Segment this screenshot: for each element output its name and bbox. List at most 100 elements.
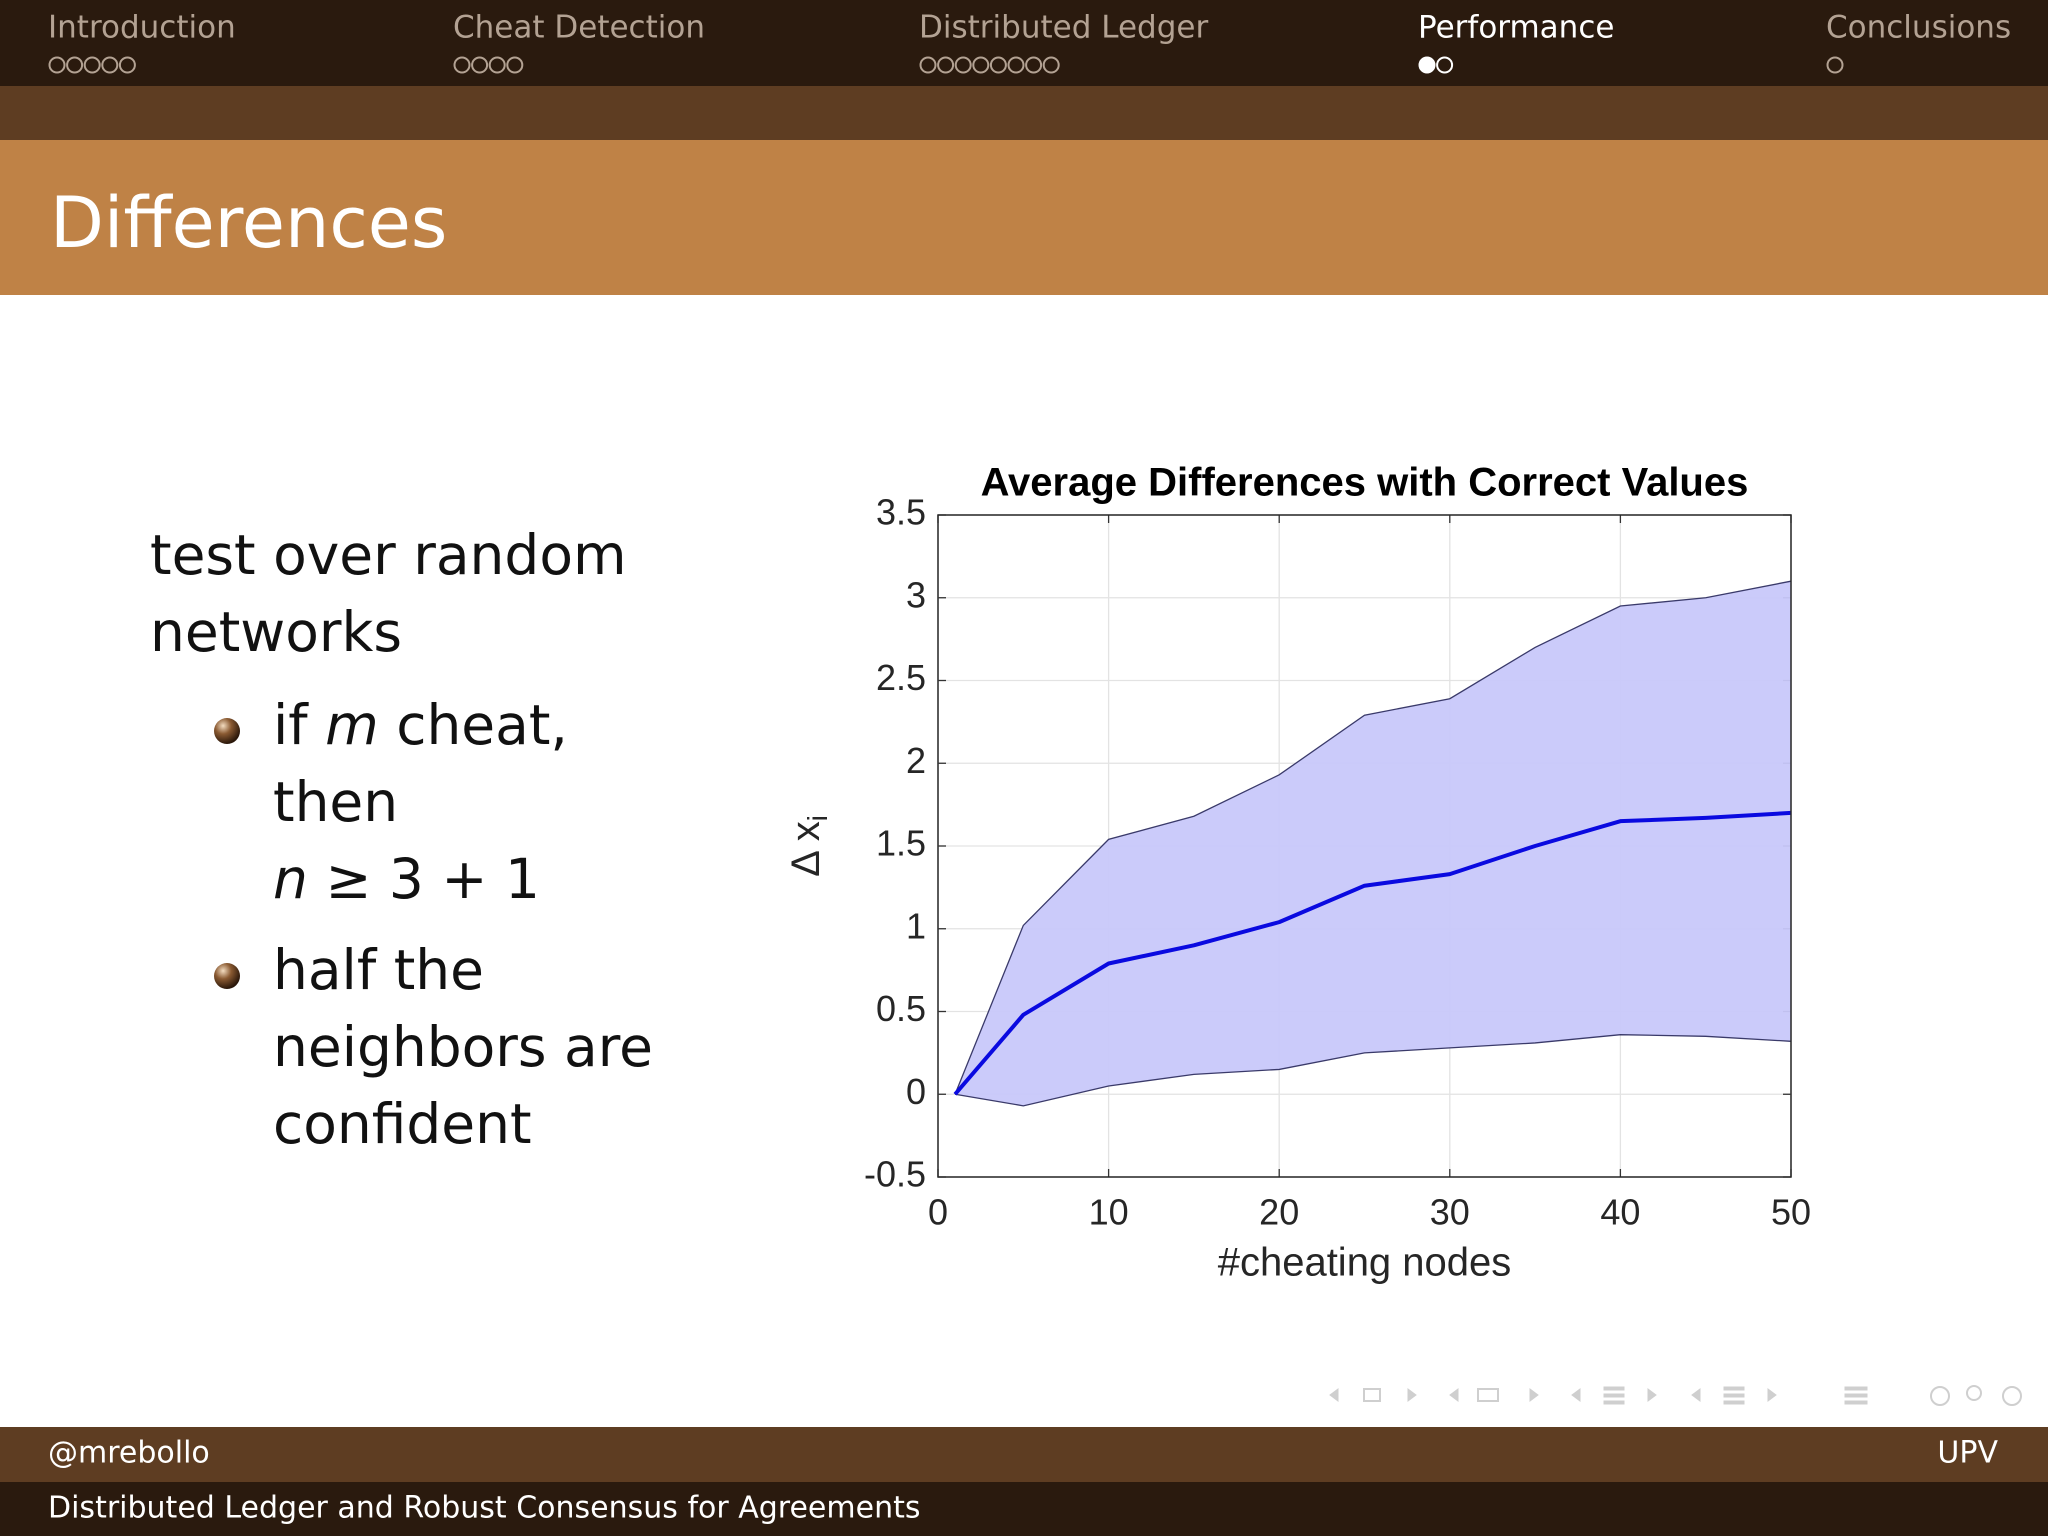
nav-dot[interactable] <box>48 56 66 74</box>
nav-search[interactable] <box>1966 1385 1982 1401</box>
nav-arrow[interactable] <box>1647 1388 1657 1402</box>
footer-author: @mrebollo <box>48 1436 210 1471</box>
slide-title: Differences <box>50 182 447 264</box>
footer-title: Distributed Ledger and Robust Consensus … <box>48 1491 920 1526</box>
x-tick-label: 20 <box>1259 1192 1299 1233</box>
section-nav: Introduction Cheat Detection Distributed L… <box>48 10 2011 74</box>
nav-dot[interactable] <box>919 56 937 74</box>
math: ≥ 3 + 1 <box>325 847 540 911</box>
band-lower-edge <box>954 1034 1792 1107</box>
nav-band <box>0 86 2048 140</box>
nav-dot[interactable] <box>101 56 119 74</box>
nav-doc[interactable] <box>1723 1386 1745 1391</box>
chart-title: Average Differences with Correct Values <box>981 461 1749 505</box>
y-tick-label: 3.5 <box>876 492 926 533</box>
nav-dot[interactable] <box>1418 56 1436 74</box>
band-upper-edge <box>954 580 1792 1095</box>
nav-back[interactable] <box>1930 1386 1950 1406</box>
y-tick-label: 1.5 <box>876 823 926 864</box>
nav-frame[interactable] <box>1363 1388 1381 1402</box>
nav-arrow[interactable] <box>1691 1388 1701 1402</box>
nav-dot[interactable] <box>937 56 955 74</box>
beamer-nav-symbols <box>1329 1385 2022 1406</box>
footer-institution: UPV <box>1937 1436 1998 1471</box>
nav-toc[interactable] <box>1844 1400 1868 1405</box>
line <box>953 810 1792 1096</box>
y-axis-label: Δ xi <box>784 815 834 877</box>
nav-dot[interactable] <box>506 56 524 74</box>
title-bar <box>0 140 2048 295</box>
nav-section[interactable]: Performance <box>1418 10 1614 46</box>
nav-dot[interactable] <box>453 56 471 74</box>
nav-doc[interactable] <box>1723 1393 1745 1398</box>
nav-section[interactable]: Conclusions <box>1826 10 2011 46</box>
nav-toc[interactable] <box>1844 1393 1868 1398</box>
y-tick-label: 1 <box>906 905 926 946</box>
plot-frame <box>937 514 1792 1178</box>
x-tick-label: 40 <box>1600 1192 1640 1233</box>
x-tick-label: 0 <box>928 1192 948 1233</box>
nav-dot[interactable] <box>488 56 506 74</box>
nav-dot[interactable] <box>1025 56 1043 74</box>
bullet <box>214 718 240 744</box>
nav-dot[interactable] <box>471 56 489 74</box>
bullet-line: if m cheat, <box>273 693 568 757</box>
nav-section[interactable] <box>1603 1393 1625 1398</box>
y-tick-label: -0.5 <box>864 1154 926 1195</box>
bullet-line: neighbors are <box>273 1015 653 1079</box>
nav-dot[interactable] <box>66 56 84 74</box>
x-tick-label: 30 <box>1430 1192 1470 1233</box>
nav-dot[interactable] <box>989 56 1007 74</box>
y-tick-label: 3 <box>906 574 926 615</box>
nav-arrow[interactable] <box>1767 1388 1777 1402</box>
nav-forward[interactable] <box>2002 1386 2022 1406</box>
x-tick-label: 10 <box>1089 1192 1129 1233</box>
bullet <box>214 963 240 989</box>
text: if <box>273 693 309 757</box>
nav-arrow[interactable] <box>1449 1388 1459 1402</box>
nav-dot[interactable] <box>1042 56 1060 74</box>
nav-dot[interactable] <box>1826 56 1844 74</box>
y-axis-label-main: Δ x <box>784 821 828 877</box>
nav-arrow[interactable] <box>1329 1388 1339 1402</box>
bullet-line: confident <box>273 1092 532 1156</box>
nav-dot[interactable] <box>1436 56 1454 74</box>
bullet-line: then <box>273 770 398 834</box>
nav-dot[interactable] <box>1007 56 1025 74</box>
y-tick-label: 0.5 <box>876 988 926 1029</box>
nav-dot[interactable] <box>972 56 990 74</box>
nav-dot[interactable] <box>954 56 972 74</box>
intro-line: test over random <box>150 523 627 587</box>
footer-bar <box>0 1427 2048 1482</box>
nav-doc[interactable] <box>1723 1400 1745 1405</box>
nav-arrow[interactable] <box>1529 1388 1539 1402</box>
nav-section[interactable]: Introduction <box>48 10 236 46</box>
nav-bar <box>0 0 2048 86</box>
y-tick-label: 2.5 <box>876 657 926 698</box>
x-axis-label: #cheating nodes <box>1218 1241 1512 1285</box>
intro-line: networks <box>150 600 402 664</box>
math: m <box>325 693 379 757</box>
confidence-band <box>955 581 1791 1106</box>
nav-section[interactable] <box>1603 1386 1625 1391</box>
nav-subsection[interactable] <box>1477 1388 1499 1402</box>
nav-section[interactable]: Cheat Detection <box>453 10 705 46</box>
content: test over random networks if m cheat, th… <box>150 523 653 1156</box>
nav-section[interactable] <box>1603 1400 1625 1405</box>
y-tick-label: 0 <box>906 1071 926 1112</box>
nav-dot[interactable] <box>83 56 101 74</box>
footer-bar <box>0 1482 2048 1536</box>
nav-arrow[interactable] <box>1571 1388 1581 1402</box>
nav-toc[interactable] <box>1844 1386 1868 1391</box>
bullet-line: n ≥ 3 + 1 <box>273 847 540 911</box>
nav-arrow[interactable] <box>1407 1388 1417 1402</box>
math: n <box>273 847 308 911</box>
nav-section[interactable]: Distributed Ledger <box>919 10 1208 46</box>
text: cheat, <box>396 693 568 757</box>
bullet-line: half the <box>273 938 484 1002</box>
nav-dot[interactable] <box>118 56 136 74</box>
x-tick-label: 50 <box>1771 1192 1811 1233</box>
